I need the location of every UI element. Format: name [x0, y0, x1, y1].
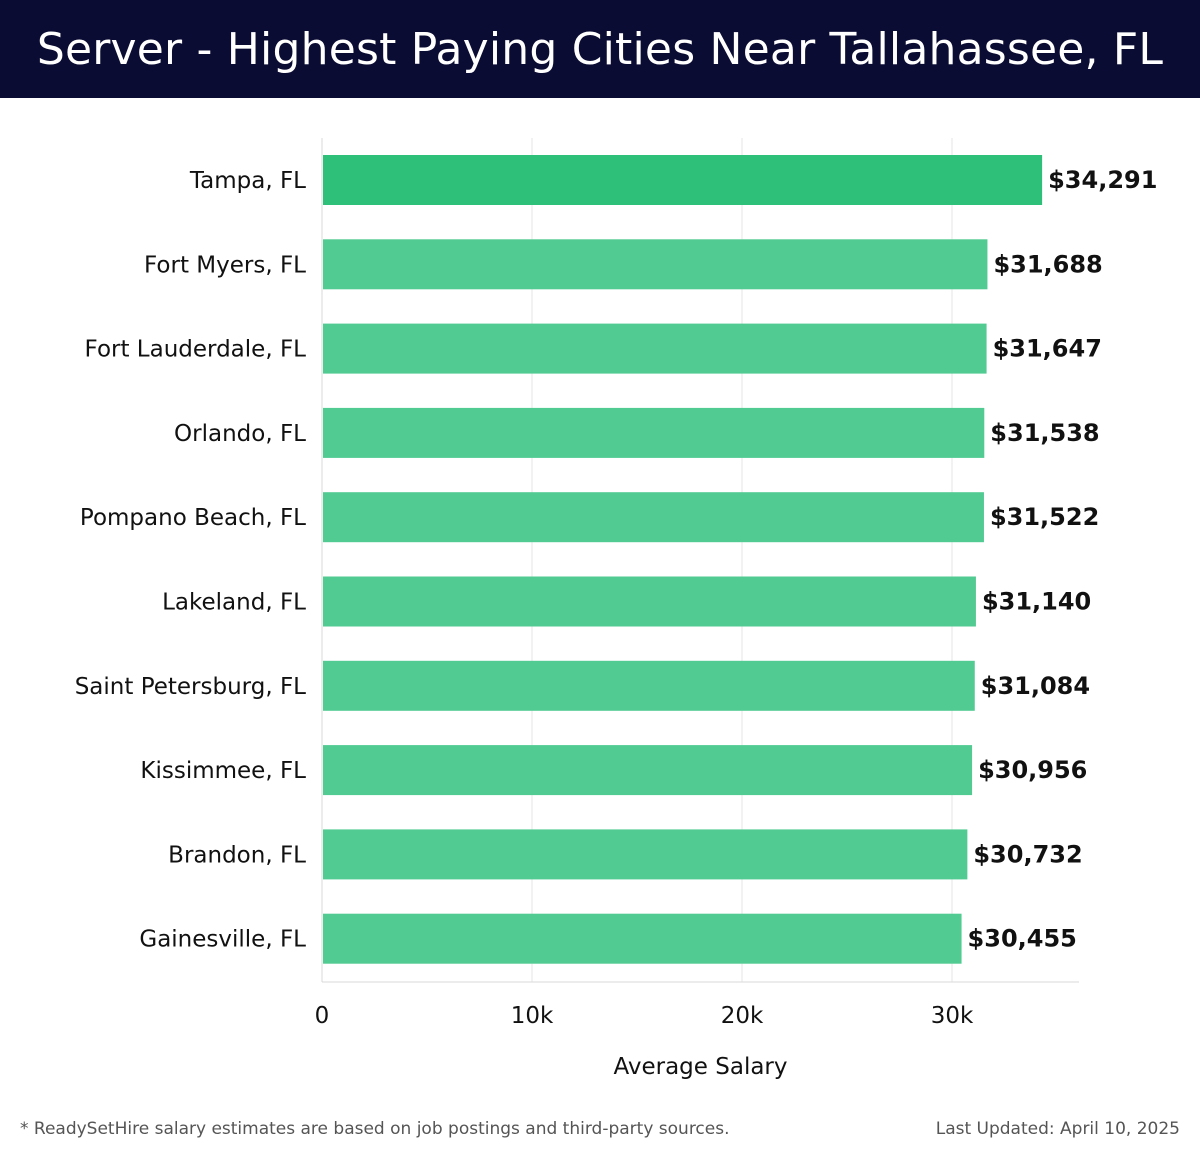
last-updated: Last Updated: April 10, 2025	[935, 1119, 1180, 1139]
bar	[323, 492, 984, 543]
bar	[323, 576, 976, 627]
category-label: Lakeland, FL	[162, 590, 306, 616]
data-label: $30,956	[978, 756, 1087, 784]
category-label: Orlando, FL	[174, 421, 306, 447]
x-axis-title: Average Salary	[613, 1054, 787, 1080]
category-label: Tampa, FL	[189, 168, 306, 194]
bar	[323, 745, 973, 796]
data-label: $31,538	[990, 419, 1099, 447]
x-tick-label: 30k	[931, 1003, 974, 1029]
data-label: $34,291	[1048, 166, 1157, 194]
data-label: $31,522	[990, 503, 1099, 531]
category-label: Kissimmee, FL	[140, 758, 306, 784]
category-label: Saint Petersburg, FL	[75, 674, 306, 700]
chart-title: Server - Highest Paying Cities Near Tall…	[36, 23, 1164, 75]
category-label: Fort Myers, FL	[144, 252, 306, 278]
chart-header: Server - Highest Paying Cities Near Tall…	[0, 0, 1200, 98]
data-label: $31,084	[981, 672, 1090, 700]
data-label: $30,455	[968, 925, 1077, 953]
footer-note: * ReadySetHire salary estimates are base…	[20, 1119, 730, 1139]
data-label: $31,647	[993, 335, 1102, 363]
x-tick-label: 10k	[511, 1003, 554, 1029]
data-label: $30,732	[973, 840, 1082, 868]
bar	[323, 407, 985, 458]
bar	[323, 239, 988, 290]
category-label: Pompano Beach, FL	[80, 505, 306, 531]
category-label: Brandon, FL	[168, 842, 306, 868]
data-label: $31,688	[993, 250, 1102, 278]
bar	[323, 829, 968, 880]
bar	[323, 323, 987, 374]
x-tick-label: 20k	[721, 1003, 764, 1029]
bar	[323, 660, 975, 711]
bar-chart: Tampa, FL $34,291 Fort Myers, FL $31,688 For…	[75, 138, 1157, 1080]
data-label: $31,140	[982, 588, 1091, 616]
x-tick-label: 0	[315, 1003, 330, 1029]
bar	[323, 155, 1043, 205]
category-label: Fort Lauderdale, FL	[85, 337, 307, 363]
bar	[323, 913, 962, 964]
category-label: Gainesville, FL	[139, 927, 306, 953]
